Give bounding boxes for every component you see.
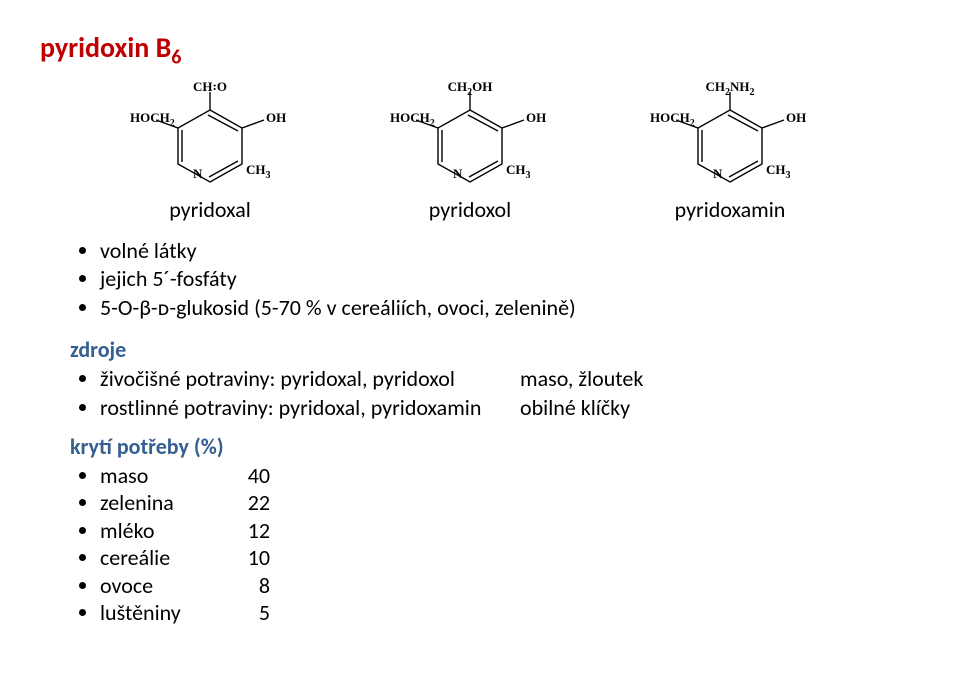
molecule-svg: CH2NH2 HOCH2 OH N CH3	[640, 80, 820, 200]
svg-text:N: N	[453, 166, 463, 181]
list-item: jejich 5´-fosfáty	[100, 265, 920, 294]
kryti-list: maso40 zelenina22 mléko12 cereálie10 ovo…	[40, 462, 920, 627]
svg-text:CH3: CH3	[506, 162, 531, 181]
molecule-pyridoxol: CH2OH HOCH2 OH N CH3 pyridoxol	[380, 80, 560, 223]
list-item: maso40	[100, 462, 920, 490]
zdroje-left: rostlinné potraviny: pyridoxal, pyridoxa…	[100, 394, 520, 423]
list-item: zelenina22	[100, 489, 920, 517]
intro-bullets: volné látky jejich 5´-fosfáty 5-O-β-ᴅ-gl…	[40, 237, 920, 323]
zdroje-right: maso, žloutek	[520, 365, 643, 394]
zdroje-heading: zdroje	[70, 336, 920, 363]
svg-text:N: N	[713, 166, 723, 181]
svg-text:CH3: CH3	[246, 162, 271, 181]
molecule-label: pyridoxal	[169, 196, 251, 223]
title-text: pyridoxin B	[40, 30, 171, 65]
list-item: luštěniny5	[100, 599, 920, 627]
list-item: ovoce8	[100, 572, 920, 600]
zdroje-list: živočišné potraviny: pyridoxal, pyridoxo…	[40, 365, 920, 422]
list-item: cereálie10	[100, 544, 920, 572]
svg-text:CH3: CH3	[766, 162, 791, 181]
svg-text:HOCH2: HOCH2	[390, 110, 435, 129]
molecule-label: pyridoxamin	[675, 196, 786, 223]
list-item: 5-O-β-ᴅ-glukosid (5-70 % v cereáliích, o…	[100, 294, 920, 323]
molecule-row: CH꞉O HOCH2 OH N CH3 pyridoxal CH2OH HOCH…	[40, 80, 920, 223]
svg-text:N: N	[193, 166, 203, 181]
svg-text:HOCH2: HOCH2	[130, 110, 175, 129]
molecule-pyridoxal: CH꞉O HOCH2 OH N CH3 pyridoxal	[120, 80, 300, 223]
list-item: mléko12	[100, 517, 920, 545]
svg-text:CH2OH: CH2OH	[448, 80, 493, 98]
svg-text:OH: OH	[526, 110, 546, 125]
svg-text:CH꞉O: CH꞉O	[193, 80, 227, 94]
list-item: živočišné potraviny: pyridoxal, pyridoxo…	[100, 365, 920, 394]
kryti-heading: krytí potřeby (%)	[70, 433, 920, 460]
title-sub: 6	[171, 46, 181, 70]
zdroje-right: obilné klíčky	[520, 394, 630, 423]
list-item: volné látky	[100, 237, 920, 266]
svg-text:HOCH2: HOCH2	[650, 110, 695, 129]
molecule-svg: CH꞉O HOCH2 OH N CH3	[120, 80, 300, 200]
molecule-label: pyridoxol	[429, 196, 511, 223]
zdroje-left: živočišné potraviny: pyridoxal, pyridoxo…	[100, 365, 520, 394]
page-title: pyridoxin B6	[40, 30, 920, 70]
svg-text:OH: OH	[786, 110, 806, 125]
molecule-svg: CH2OH HOCH2 OH N CH3	[380, 80, 560, 200]
molecule-pyridoxamin: CH2NH2 HOCH2 OH N CH3 pyridoxamin	[640, 80, 820, 223]
list-item: rostlinné potraviny: pyridoxal, pyridoxa…	[100, 394, 920, 423]
svg-text:OH: OH	[266, 110, 286, 125]
